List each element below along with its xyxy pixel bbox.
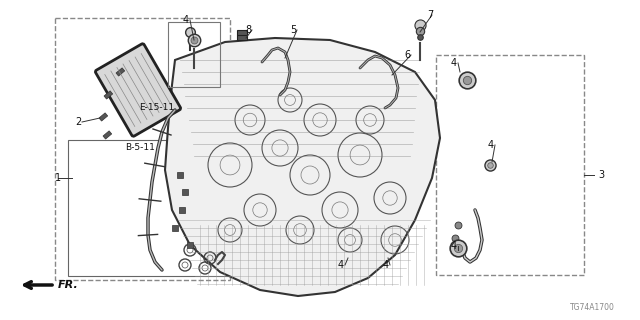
PathPatch shape — [165, 38, 440, 296]
Bar — [436, 55, 584, 275]
Bar — [104, 91, 113, 99]
Bar — [168, 22, 220, 87]
Bar — [55, 18, 230, 280]
Text: 4: 4 — [383, 260, 389, 270]
Bar — [68, 140, 236, 276]
Text: TG74A1700: TG74A1700 — [570, 303, 615, 313]
FancyBboxPatch shape — [95, 44, 180, 136]
Text: 6: 6 — [404, 50, 410, 60]
Bar — [99, 113, 108, 121]
Text: 8: 8 — [245, 25, 251, 35]
Text: E-15-11: E-15-11 — [139, 103, 174, 113]
Bar — [116, 68, 125, 76]
Text: 4: 4 — [488, 140, 494, 150]
Text: 1: 1 — [55, 173, 61, 183]
Text: 4: 4 — [451, 58, 457, 68]
Text: 3: 3 — [598, 170, 604, 180]
Text: 4: 4 — [451, 241, 457, 251]
Text: B-5-11: B-5-11 — [125, 143, 155, 153]
Text: FR.: FR. — [58, 280, 79, 290]
Text: 4: 4 — [183, 15, 189, 25]
Text: 2: 2 — [75, 117, 81, 127]
Text: 7: 7 — [427, 10, 433, 20]
Text: 5: 5 — [290, 25, 296, 35]
Text: 4: 4 — [338, 260, 344, 270]
Bar — [103, 131, 112, 139]
